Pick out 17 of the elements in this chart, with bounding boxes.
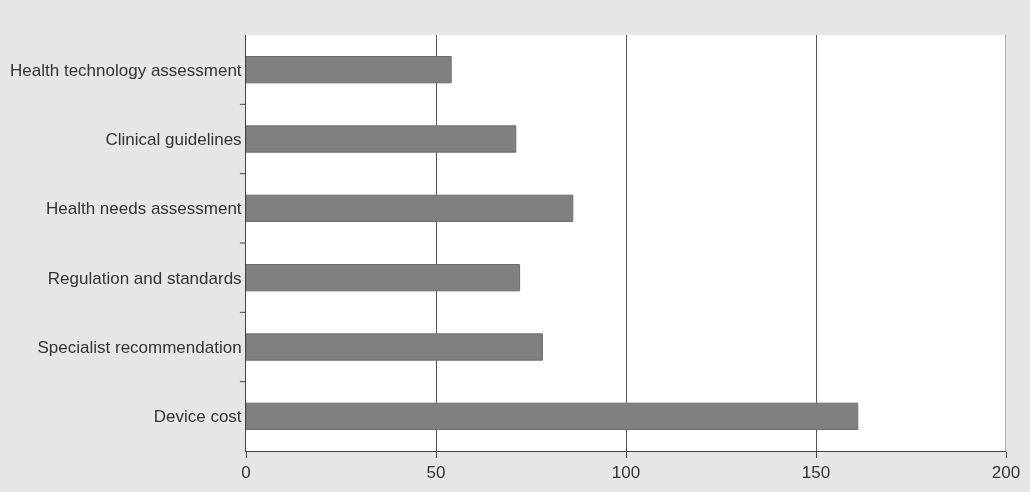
y-tick-label: Specialist recommendation bbox=[37, 337, 242, 357]
x-tick-label: 150 bbox=[801, 463, 831, 483]
x-tick-label: 100 bbox=[611, 463, 641, 483]
bar bbox=[246, 125, 517, 153]
bar bbox=[246, 402, 859, 431]
x-tick-label: 200 bbox=[991, 463, 1021, 483]
y-tick-label: Health needs assessment bbox=[45, 199, 242, 219]
bar bbox=[246, 263, 521, 292]
y-tick-label: Regulation and standards bbox=[47, 268, 242, 288]
bar bbox=[246, 333, 543, 361]
bar bbox=[246, 194, 574, 223]
x-tick-label: 50 bbox=[426, 463, 446, 483]
bar bbox=[246, 55, 452, 84]
x-tick-label: 0 bbox=[241, 463, 251, 483]
y-tick-label: Clinical guidelines bbox=[105, 129, 242, 149]
y-tick-label: Health technology assessment bbox=[10, 60, 242, 80]
y-tick-label: Device cost bbox=[153, 407, 242, 427]
